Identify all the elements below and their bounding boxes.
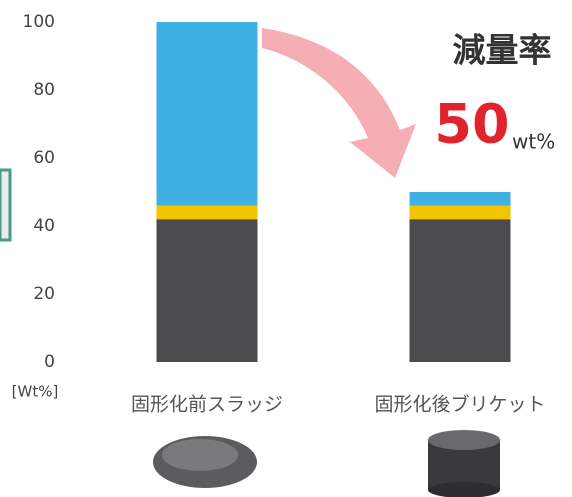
x-tick-label: 固形化前スラッジ: [131, 394, 283, 416]
photo: [153, 430, 500, 497]
y-tick-label: 60: [33, 148, 55, 168]
bar-segment: [156, 205, 258, 220]
bar-segment: [409, 205, 511, 220]
bar-segment: [409, 219, 511, 362]
y-tick-label: 100: [23, 12, 55, 32]
x-tick-label: 固形化後ブリケット: [374, 393, 545, 416]
y-unit-label: [Wt%]: [12, 383, 59, 401]
y-tick-label: 80: [33, 80, 55, 100]
arrow: [262, 28, 416, 178]
annotation-unit: wt%: [512, 130, 555, 154]
y-tick-label: 0: [44, 352, 55, 372]
annotation-title: 減量率: [453, 31, 552, 70]
y-tick-label: 20: [33, 284, 55, 304]
y-tick-label: 40: [33, 216, 55, 236]
annotation-value: 50: [434, 93, 509, 156]
bar-segment: [156, 219, 258, 362]
decoration: [0, 168, 12, 242]
bar-segment: [409, 192, 511, 206]
bar-segment: [156, 22, 258, 206]
